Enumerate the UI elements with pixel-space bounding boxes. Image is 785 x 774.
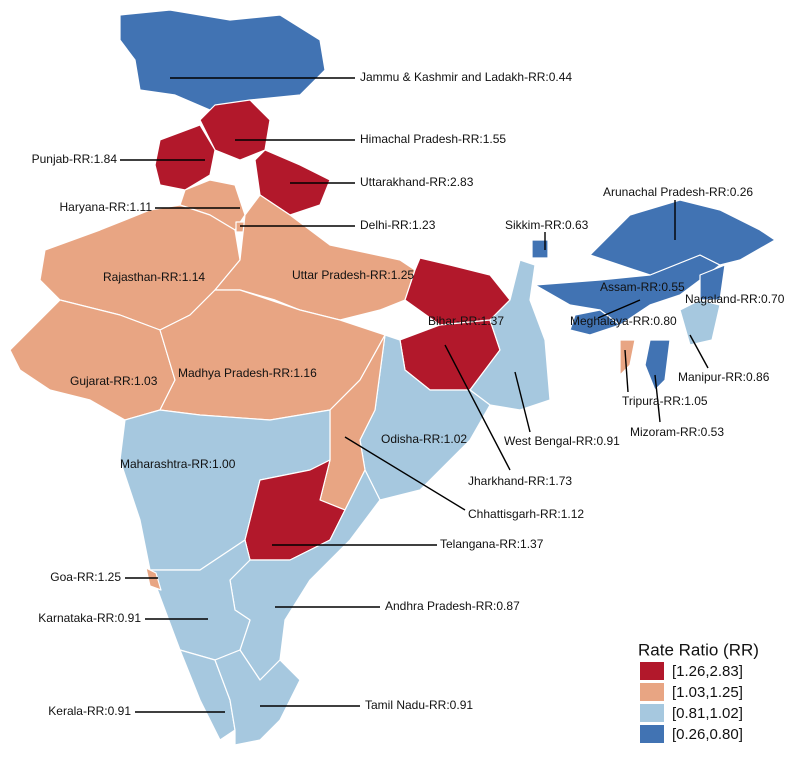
region-label: Telangana-RR:1.37: [440, 537, 544, 551]
region: [154, 124, 216, 191]
legend-label: [0.81,1.02]: [672, 705, 743, 722]
region-label: Jammu & Kashmir and Ladakh-RR:0.44: [360, 70, 572, 84]
region: [619, 339, 636, 376]
region-label: Rajasthan-RR:1.14: [103, 270, 205, 284]
region: [699, 264, 726, 301]
label-layer: Jammu & Kashmir and Ladakh-RR:0.44 Himach…: [32, 70, 785, 718]
region-label: Uttarakhand-RR:2.83: [360, 175, 474, 189]
region-label: Tamil Nadu-RR:0.91: [365, 698, 473, 712]
region-label: Odisha-RR:1.02: [381, 432, 467, 446]
region-label: Nagaland-RR:0.70: [685, 292, 785, 306]
region-label: West Bengal-RR:0.91: [504, 434, 620, 448]
region: [149, 539, 251, 661]
legend-label: [1.26,2.83]: [672, 663, 743, 680]
region-label: Punjab-RR:1.84: [32, 152, 118, 166]
legend-title: Rate Ratio (RR): [638, 640, 759, 659]
leader-line: [624, 349, 629, 393]
region-label: Maharashtra-RR:1.00: [120, 457, 236, 471]
region: [214, 649, 301, 746]
region: [531, 239, 549, 259]
region-label: Andhra Pradesh-RR:0.87: [385, 599, 520, 613]
region-label: Gujarat-RR:1.03: [70, 374, 158, 388]
region-label: Madhya Pradesh-RR:1.16: [178, 366, 317, 380]
legend-swatch: [640, 662, 664, 680]
region-label: Mizoram-RR:0.53: [630, 425, 724, 439]
region-label: Manipur-RR:0.86: [678, 370, 770, 384]
leader-line: [689, 334, 709, 369]
region-label: Tripura-RR:1.05: [622, 394, 708, 408]
region-label: Bihar-RR:1.37: [428, 314, 504, 328]
legend-label: [0.26,0.80]: [672, 726, 743, 743]
legend-label: [1.03,1.25]: [672, 684, 743, 701]
region-label: Assam-RR:0.55: [600, 280, 685, 294]
region: [534, 254, 721, 326]
region-layer: [9, 9, 776, 746]
region-label: Chhattisgarh-RR:1.12: [468, 507, 584, 521]
region: [119, 9, 326, 111]
leader-line: [344, 436, 466, 511]
legend: Rate Ratio (RR) [1.26,2.83] [1.03,1.25] [0…: [638, 640, 759, 743]
leader-line: [514, 371, 531, 433]
legend-swatch: [640, 725, 664, 743]
region: [679, 299, 721, 346]
region-label: Jharkhand-RR:1.73: [468, 474, 572, 488]
region-label: Goa-RR:1.25: [50, 570, 121, 584]
region-label: Karnataka-RR:0.91: [38, 611, 141, 625]
region: [589, 199, 776, 276]
leader-layer: [120, 77, 709, 713]
region-label: Himachal Pradesh-RR:1.55: [360, 132, 506, 146]
region: [199, 99, 271, 161]
leader-line: [444, 344, 511, 471]
region-label: Delhi-RR:1.23: [360, 218, 436, 232]
legend-swatch: [640, 683, 664, 701]
region-label: Haryana-RR:1.11: [60, 200, 153, 214]
region: [145, 567, 162, 591]
leader-line: [597, 299, 641, 319]
region-label: Arunachal Pradesh-RR:0.26: [603, 185, 753, 199]
legend-swatch: [640, 704, 664, 722]
region: [644, 339, 671, 391]
region: [469, 259, 551, 411]
region-label: Kerala-RR:0.91: [48, 704, 131, 718]
region: [569, 309, 621, 336]
region-label: Uttar Pradesh-RR:1.25: [292, 268, 414, 282]
region-label: Meghalaya-RR:0.80: [570, 314, 677, 328]
leader-line: [654, 374, 661, 423]
region-label: Sikkim-RR:0.63: [505, 218, 589, 232]
